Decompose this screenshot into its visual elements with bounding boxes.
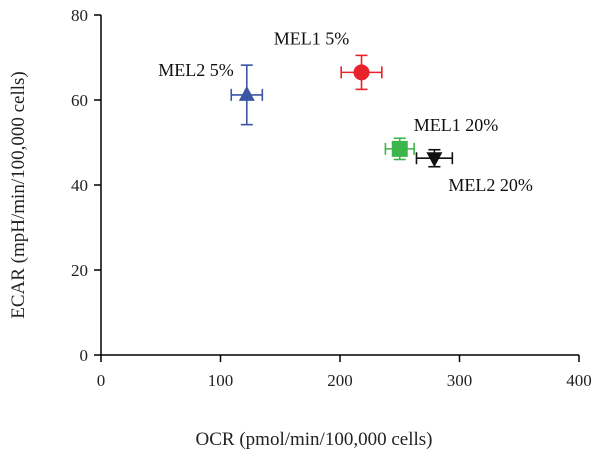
- point-label-mel2-5: MEL2 5%: [158, 60, 234, 80]
- point-mel1-5: [340, 54, 383, 91]
- point-mel2-20: [415, 148, 454, 168]
- x-tick-label-200: 200: [327, 371, 353, 390]
- x-tick-label-400: 400: [566, 371, 592, 390]
- y-tick-label-60: 60: [71, 91, 88, 110]
- data-points: [230, 54, 454, 168]
- marker-triangle-down: [426, 152, 443, 168]
- x-tick-label-0: 0: [97, 371, 106, 390]
- point-label-mel1-5: MEL1 5%: [274, 28, 350, 48]
- point-label-mel2-20: MEL2 20%: [448, 175, 533, 195]
- point-label-mel1-20: MEL1 20%: [414, 115, 499, 135]
- y-axis-title: ECAR (mpH/min/100,000 cells): [8, 71, 29, 319]
- y-tick-label-0: 0: [80, 346, 89, 365]
- x-axis-title: OCR (pmol/min/100,000 cells): [196, 429, 433, 450]
- y-tick-label-80: 80: [71, 6, 88, 25]
- ticks: 0 20 40 60 80 0 100 200 300 400: [71, 6, 592, 390]
- y-tick-label-20: 20: [71, 261, 88, 280]
- point-labels: MEL1 5% MEL2 5% MEL1 20% MEL2 20%: [158, 28, 533, 195]
- x-tick-label-300: 300: [447, 371, 473, 390]
- point-mel1-20: [384, 137, 415, 161]
- x-tick-label-100: 100: [208, 371, 234, 390]
- y-tick-label-40: 40: [71, 176, 88, 195]
- marker-square: [391, 140, 408, 157]
- point-mel2-5: [230, 64, 264, 126]
- marker-circle: [353, 64, 370, 81]
- marker-triangle-up: [238, 85, 255, 101]
